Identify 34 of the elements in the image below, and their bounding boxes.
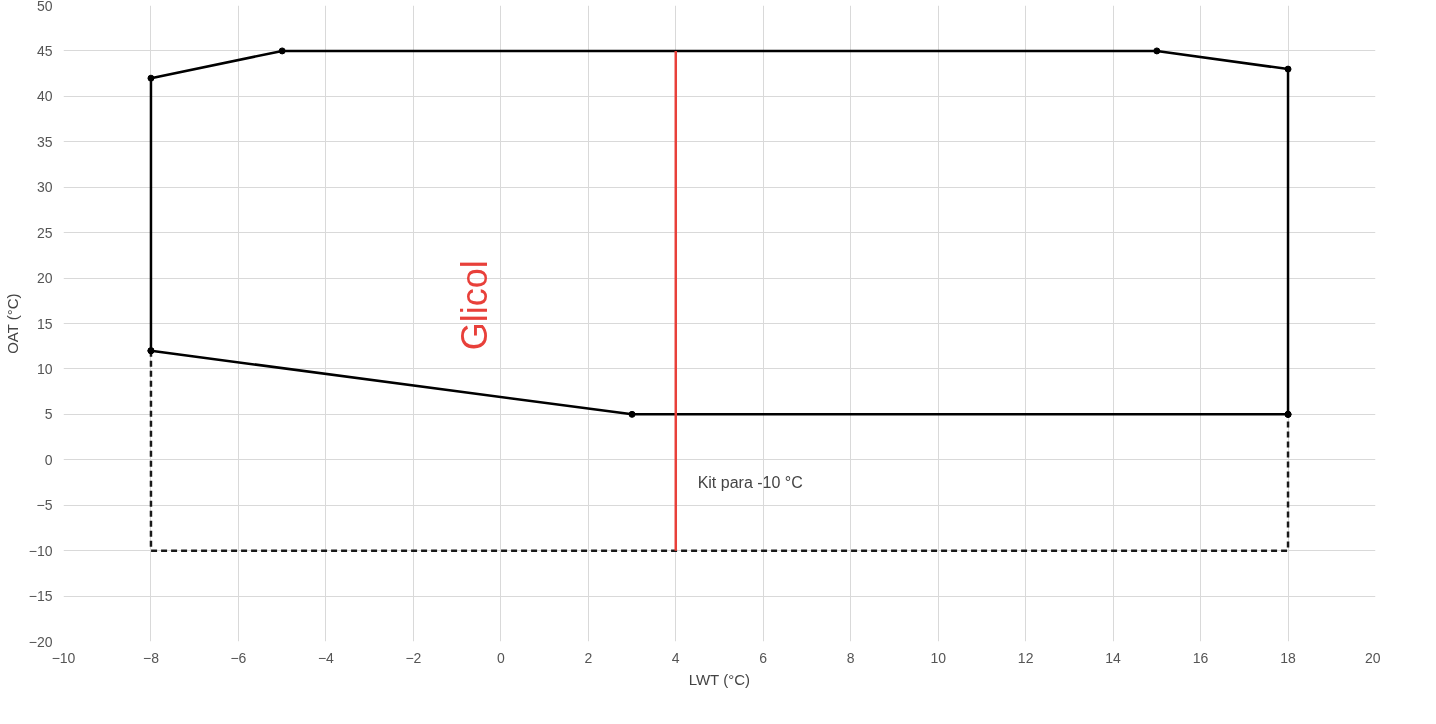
y-tick-label: 20 [36,270,53,287]
y-tick-label: −15 [28,588,53,605]
x-tick-label: 18 [1280,649,1297,666]
y-tick-label: 0 [44,451,53,468]
x-tick-label: 20 [1364,649,1381,666]
y-tick-label: 5 [44,406,53,423]
y-tick-label: 25 [36,224,53,241]
y-tick-label: −20 [28,633,53,650]
x-tick-label: 10 [930,649,947,666]
y-tick-label: 50 [36,0,53,14]
y-tick-label: 35 [36,133,53,150]
y-tick-label: 15 [36,315,53,332]
y-tick-label: 45 [36,42,53,59]
x-tick-label: 0 [496,649,505,666]
annotation: Glicol [454,260,496,351]
y-tick-label: −10 [28,542,53,559]
x-tick-label: 14 [1105,649,1122,666]
x-tick-label: 6 [759,649,768,666]
x-tick-label: 16 [1192,649,1209,666]
x-tick-label: 2 [584,649,593,666]
y-tick-label: 40 [36,88,53,105]
x-tick-label: 8 [846,649,855,666]
x-tick-label: −6 [230,649,247,666]
x-tick-label: −8 [142,649,160,666]
x-tick-label: 12 [1017,649,1034,666]
x-tick-label: 4 [671,649,680,666]
y-tick-label: 30 [36,179,53,196]
annotation: Kit para -10 °C [697,474,803,491]
x-tick-label: −2 [405,649,422,666]
y-tick-label: −5 [36,497,53,514]
y-tick-label: 10 [36,360,53,377]
y-axis-title: OAT (°C) [3,293,21,354]
x-tick-label: −4 [317,649,335,666]
x-axis-title: LWT (°C) [688,670,751,688]
